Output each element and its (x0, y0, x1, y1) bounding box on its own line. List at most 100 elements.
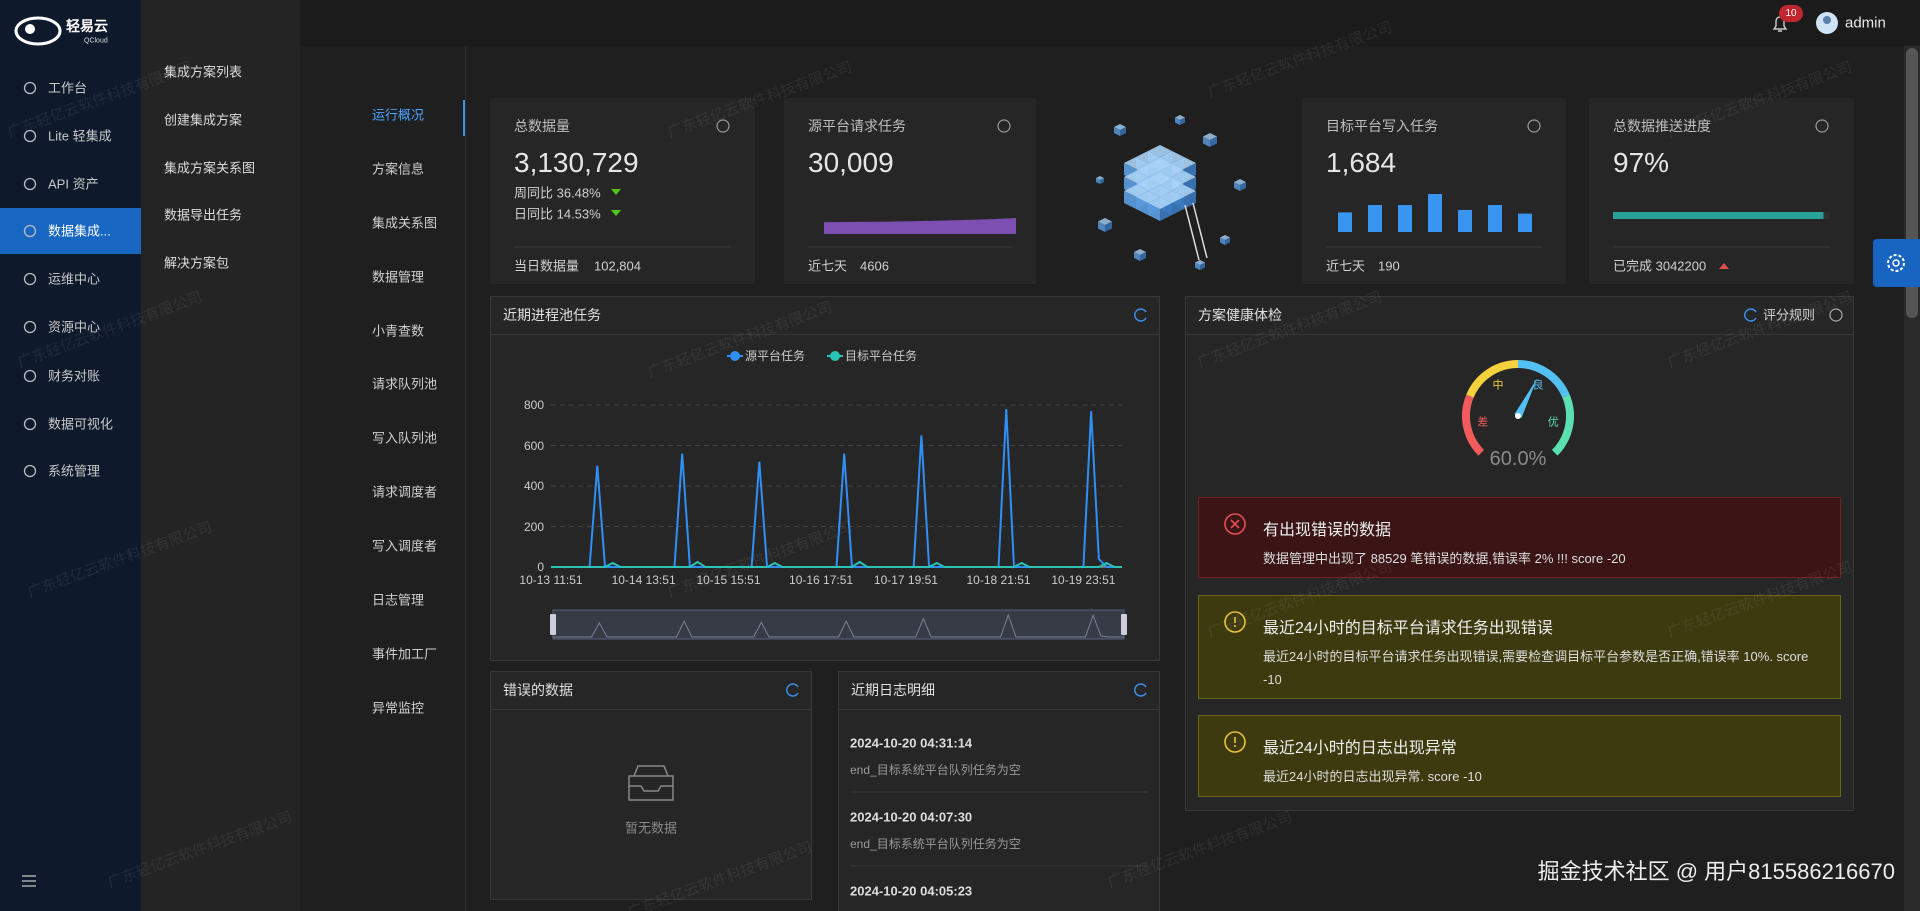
tab-item[interactable]: 写入调度者 (372, 538, 438, 554)
log-time: 2024-10-20 04:07:30 (850, 809, 973, 825)
x-tick-label: 10-19 23:51 (1051, 573, 1116, 587)
x-tick-label: 10-16 17:51 (789, 573, 854, 587)
log-panel (838, 671, 1160, 911)
tab-item[interactable]: 日志管理 (372, 592, 425, 608)
gauge-label: 良 (1532, 379, 1544, 392)
sub-menu-item[interactable]: 数据导出任务 (164, 207, 243, 223)
x-tick-label: 10-14 13:51 (611, 573, 676, 587)
alert-desc: 最近24小时的目标平台请求任务出现错误,需要检查调目标平台参数是否正确,错误率 … (1263, 649, 1809, 687)
log-text: end_目标系统平台队列任务为空 (850, 763, 1021, 777)
top-bar (300, 0, 1920, 46)
stat-card (1302, 98, 1566, 284)
tab-divider (465, 46, 466, 911)
x-tick-label: 10-18 21:51 (966, 573, 1031, 587)
stat-footer: 近七天 (808, 258, 848, 274)
tab-item[interactable]: 事件加工厂 (372, 646, 438, 662)
x-tick-label: 10-13 11:51 (519, 573, 583, 587)
stat-card (784, 98, 1036, 284)
menu-item[interactable]: 数据集成... (48, 223, 111, 239)
footer-watermark: 掘金技术社区 @ 用户815586216670 (1537, 859, 1895, 884)
stat-label: 总数据推送进度 (1613, 118, 1711, 134)
panel-header-divider (490, 334, 1160, 335)
panel-title: 近期进程池任务 (503, 307, 601, 323)
stat-change: 日同比 14.53% (514, 206, 601, 222)
panel-header-divider (1185, 334, 1854, 335)
menu-item[interactable]: 运维中心 (48, 271, 101, 287)
tab-item[interactable]: 小青查数 (372, 323, 425, 339)
tab-item[interactable]: 方案信息 (372, 161, 425, 177)
gauge-value: 60.0% (1489, 448, 1547, 470)
tab-item[interactable]: 写入队列池 (372, 430, 438, 446)
log-text: end_目标系统平台队列任务为空 (850, 837, 1021, 851)
logo-sub: QCloud (84, 37, 108, 45)
tab-item[interactable]: 请求队列池 (372, 376, 438, 392)
tab-item[interactable]: 异常监控 (372, 700, 425, 716)
chart-panel (490, 296, 1160, 661)
gauge-label: 差 (1477, 416, 1489, 429)
tab-item[interactable]: 集成关系图 (372, 215, 438, 231)
settings-button[interactable] (1873, 239, 1920, 287)
stat-card (490, 98, 755, 284)
sub-menu-item[interactable]: 集成方案列表 (164, 64, 243, 80)
tab-item[interactable]: 运行概况 (372, 107, 425, 123)
alert-title: 有出现错误的数据 (1263, 522, 1392, 539)
panel-title: 错误的数据 (503, 682, 573, 698)
menu-active-row[interactable] (0, 208, 141, 254)
y-tick-label: 600 (523, 438, 544, 453)
tab-item[interactable]: 数据管理 (372, 269, 425, 285)
stat-value: 30,009 (808, 147, 894, 178)
alert: 最近24小时的目标平台请求任务出现错误最近24小时的目标平台请求任务出现错误,需… (1198, 595, 1841, 699)
panel-header-divider (838, 709, 1160, 710)
alert: 有出现错误的数据数据管理中出现了 88529 笔错误的数据,错误率 2% !!!… (1198, 497, 1841, 578)
tab-item[interactable]: 请求调度者 (372, 484, 438, 500)
tab-active-bar (463, 100, 465, 136)
y-tick-label: 400 (523, 479, 544, 493)
menu-item[interactable]: 工作台 (48, 80, 88, 96)
menu-item[interactable]: 数据可视化 (48, 416, 114, 432)
y-tick-label: 800 (523, 398, 544, 412)
sub-menu-item[interactable]: 解决方案包 (164, 255, 230, 271)
alert-desc: 最近24小时的日志出现异常. score -10 (1263, 769, 1482, 784)
stat-footer: 190 (1378, 258, 1400, 274)
rules-link[interactable]: 评分规则 (1763, 307, 1816, 323)
menu-item[interactable]: Lite 轻集成 (48, 128, 112, 144)
log-time: 2024-10-20 04:31:14 (850, 735, 973, 751)
panel-title: 近期日志明细 (851, 682, 935, 698)
alert: 最近24小时的日志出现异常最近24小时的日志出现异常. score -10 (1198, 715, 1841, 797)
x-tick-label: 10-17 19:51 (873, 573, 938, 587)
empty-text: 暂无数据 (624, 820, 678, 836)
stat-label: 目标平台写入任务 (1326, 118, 1438, 134)
sub-menu-item[interactable]: 集成方案关系图 (164, 160, 256, 176)
alert-desc: 数据管理中出现了 88529 笔错误的数据,错误率 2% !!! score -… (1263, 551, 1626, 566)
stat-label: 总数据量 (514, 118, 570, 134)
alert-title: 最近24小时的目标平台请求任务出现错误 (1263, 620, 1553, 637)
badge-count: 10 (1785, 8, 1797, 19)
menu-item[interactable]: 财务对账 (48, 368, 101, 384)
log-time: 2024-10-20 04:05:23 (850, 883, 973, 899)
menu-item[interactable]: 系统管理 (48, 463, 101, 479)
stat-footer: 4606 (860, 258, 889, 274)
panel-header-divider (490, 709, 812, 710)
sub-sidebar (141, 0, 300, 911)
y-tick-label: 0 (537, 560, 544, 574)
stat-value: 3,130,729 (514, 147, 639, 178)
gauge-label: 优 (1547, 416, 1559, 429)
logo-name: 轻易云 (66, 18, 108, 34)
user-name[interactable]: admin (1845, 14, 1886, 32)
gauge-label: 中 (1492, 379, 1504, 392)
stat-footer: 近七天 (1326, 258, 1366, 274)
menu-item[interactable]: API 资产 (48, 176, 99, 192)
stat-footer: 102,804 (594, 258, 641, 274)
stat-label: 源平台请求任务 (808, 118, 906, 134)
x-tick-label: 10-15 15:51 (696, 573, 761, 587)
main-sidebar (0, 0, 141, 911)
alert-title: 最近24小时的日志出现异常 (1263, 740, 1457, 757)
stat-card (1589, 98, 1854, 284)
legend-label: 源平台任务 (745, 349, 806, 363)
stat-value: 97% (1613, 147, 1670, 178)
sub-menu-item[interactable]: 创建集成方案 (164, 112, 243, 128)
stat-change: 周同比 36.48% (514, 185, 601, 201)
stat-value: 1,684 (1326, 147, 1397, 178)
menu-item[interactable]: 资源中心 (48, 319, 101, 335)
